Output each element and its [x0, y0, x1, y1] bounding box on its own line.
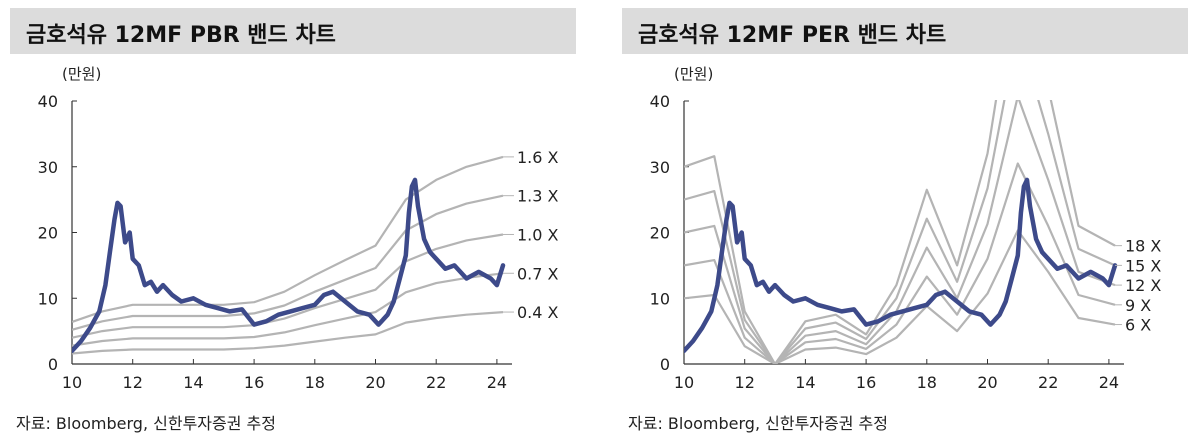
x-tick-label: 20	[365, 373, 385, 392]
y-tick-label: 10	[650, 289, 670, 308]
pbr-band-panel: 금호석유 12MF PBR 밴드 차트 (만원) 0 10 20 30 40 10 12 14…	[0, 0, 580, 443]
band-line	[72, 155, 504, 323]
y-tick-label: 40	[38, 92, 58, 111]
per-band-panel: 금호석유 12MF PER 밴드 차트 (만원) 0 10 20 30 40 10 12 14…	[612, 0, 1192, 443]
chart-title: 금호석유 12MF PBR 밴드 차트	[26, 23, 336, 48]
y-tick-label: 0	[48, 355, 58, 374]
band-line	[72, 233, 504, 339]
source-note: 자료: Bloomberg, 신한투자증권 추정	[628, 414, 888, 433]
band-label: 0.7 X	[517, 264, 559, 283]
y-tick-label: 0	[660, 355, 670, 374]
band-line	[684, 100, 1116, 364]
x-tick-label: 10	[674, 373, 694, 392]
band-line	[72, 272, 504, 347]
x-tick-label: 18	[917, 373, 937, 392]
y-tick-label: 40	[650, 92, 670, 111]
band-label: 9 X	[1125, 296, 1151, 315]
x-tick-label: 12	[735, 373, 755, 392]
x-tick-label: 20	[977, 373, 997, 392]
x-tick-label: 12	[123, 373, 143, 392]
x-tick-label: 14	[795, 373, 815, 392]
x-tick-label: 10	[62, 373, 82, 392]
x-tick-label: 22	[1038, 373, 1058, 392]
price-line	[72, 177, 506, 354]
x-tick-label: 24	[1099, 373, 1119, 392]
y-tick-label: 10	[38, 289, 58, 308]
source-note: 자료: Bloomberg, 신한투자증권 추정	[16, 414, 276, 433]
x-tick-label: 18	[305, 373, 325, 392]
band-label: 12 X	[1125, 276, 1161, 295]
band-label: 18 X	[1125, 237, 1161, 256]
price-line	[684, 177, 1118, 354]
band-label: 1.0 X	[517, 225, 559, 244]
band-line	[684, 162, 1116, 364]
y-tick-label: 30	[38, 158, 58, 177]
chart-title: 금호석유 12MF PER 밴드 차트	[638, 23, 947, 48]
x-tick-label: 22	[426, 373, 446, 392]
y-tick-label: 30	[650, 158, 670, 177]
chart-title-bar: 금호석유 12MF PER 밴드 차트	[622, 8, 1188, 54]
x-tick-label: 16	[856, 373, 876, 392]
band-line	[684, 229, 1116, 364]
band-label: 1.3 X	[517, 187, 559, 206]
chart-title-bar: 금호석유 12MF PBR 밴드 차트	[10, 8, 576, 54]
x-tick-label: 16	[244, 373, 264, 392]
band-label: 6 X	[1125, 316, 1151, 335]
y-unit-label: (만원)	[674, 65, 714, 83]
band-label: 15 X	[1125, 256, 1161, 275]
band-label: 1.6 X	[517, 148, 559, 167]
x-tick-label: 24	[487, 373, 507, 392]
x-tick-label: 14	[183, 373, 203, 392]
y-tick-label: 20	[38, 224, 58, 243]
band-line	[684, 100, 1116, 364]
y-tick-label: 20	[650, 224, 670, 243]
band-line	[72, 194, 504, 331]
band-line	[72, 311, 504, 355]
band-label: 0.4 X	[517, 303, 559, 322]
y-unit-label: (만원)	[62, 65, 102, 83]
